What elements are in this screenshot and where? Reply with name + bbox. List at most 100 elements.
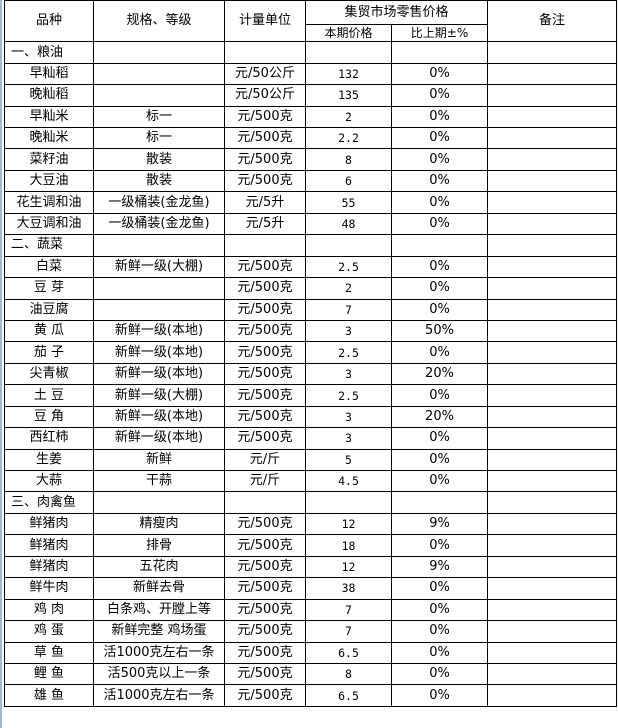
unit-cell[interactable]: 元/500克 — [224, 534, 306, 557]
variety-cell[interactable]: 草 鱼 — [4, 641, 94, 664]
unit-cell[interactable]: 元/500克 — [224, 405, 306, 429]
unit-cell[interactable]: 元/500克 — [224, 384, 306, 407]
section-title[interactable]: 一、粮油 — [4, 41, 94, 64]
spec-cell[interactable]: 一级桶装(金龙鱼) — [93, 191, 225, 214]
remarks-cell[interactable] — [487, 662, 618, 686]
variety-cell[interactable]: 鲤 鱼 — [4, 662, 94, 686]
variety-cell[interactable]: 晚籼米 — [4, 127, 94, 150]
remarks-cell[interactable] — [487, 169, 618, 193]
spec-cell[interactable]: 标一 — [93, 105, 225, 129]
remarks-cell[interactable] — [487, 405, 618, 429]
unit-cell[interactable]: 元/50公斤 — [224, 62, 306, 86]
spec-cell[interactable]: 干蒜 — [93, 470, 225, 493]
variety-cell[interactable]: 鸡 蛋 — [4, 620, 94, 643]
variety-cell[interactable]: 鲜猪肉 — [4, 534, 94, 557]
price-cell[interactable]: 4.5 — [305, 470, 392, 493]
spec-cell[interactable]: 排骨 — [93, 534, 225, 557]
unit-cell[interactable]: 元/500克 — [224, 298, 306, 321]
variety-cell[interactable]: 茄 子 — [4, 341, 94, 364]
variety-cell[interactable]: 鲜猪肉 — [4, 512, 94, 536]
spec-cell[interactable]: 新鲜一级(本地) — [93, 405, 225, 429]
spec-cell[interactable]: 精瘦肉 — [93, 512, 225, 536]
variety-cell[interactable]: 鲜牛肉 — [4, 577, 94, 600]
change-cell[interactable]: 50% — [390, 319, 489, 343]
remarks-cell[interactable] — [487, 41, 618, 64]
change-cell[interactable]: 0% — [390, 577, 489, 600]
variety-cell[interactable]: 菜籽油 — [4, 148, 94, 171]
remarks-cell[interactable] — [487, 512, 618, 536]
remarks-cell[interactable] — [487, 62, 618, 86]
remarks-cell[interactable] — [487, 191, 618, 214]
unit-cell[interactable]: 元/500克 — [224, 684, 306, 707]
spec-cell[interactable]: 新鲜一级(本地) — [93, 341, 225, 364]
spec-cell[interactable]: 散装 — [93, 169, 225, 193]
change-cell[interactable]: 0% — [390, 191, 489, 214]
spec-cell[interactable]: 五花肉 — [93, 555, 225, 579]
unit-cell[interactable] — [224, 41, 306, 64]
price-cell[interactable]: 132 — [305, 62, 392, 86]
unit-cell[interactable]: 元/500克 — [224, 362, 306, 386]
price-cell[interactable]: 6.5 — [305, 684, 392, 707]
price-cell[interactable]: 6.5 — [305, 641, 392, 664]
price-cell[interactable]: 6 — [305, 169, 392, 193]
variety-cell[interactable]: 鸡 肉 — [4, 598, 94, 622]
change-cell[interactable]: 0% — [390, 427, 489, 450]
price-cell[interactable] — [305, 234, 392, 257]
spec-cell[interactable]: 白条鸡、开膛上等 — [93, 598, 225, 622]
spec-cell[interactable]: 散装 — [93, 148, 225, 171]
unit-cell[interactable]: 元/斤 — [224, 470, 306, 493]
change-cell[interactable]: 0% — [390, 470, 489, 493]
variety-cell[interactable]: 大豆调和油 — [4, 212, 94, 236]
unit-cell[interactable]: 元/500克 — [224, 319, 306, 343]
change-cell[interactable] — [390, 491, 489, 514]
change-cell[interactable]: 9% — [390, 512, 489, 536]
remarks-cell[interactable] — [487, 384, 618, 407]
spec-cell[interactable] — [93, 62, 225, 86]
price-cell[interactable]: 3 — [305, 362, 392, 386]
price-cell[interactable]: 8 — [305, 148, 392, 171]
spec-cell[interactable] — [93, 84, 225, 107]
price-cell[interactable]: 3 — [305, 427, 392, 450]
unit-cell[interactable]: 元/500克 — [224, 512, 306, 536]
remarks-cell[interactable] — [487, 427, 618, 450]
spec-cell[interactable]: 活1000克左右一条 — [93, 641, 225, 664]
spec-cell[interactable]: 新鲜一级(本地) — [93, 319, 225, 343]
change-cell[interactable]: 0% — [390, 341, 489, 364]
price-cell[interactable]: 18 — [305, 534, 392, 557]
price-cell[interactable]: 38 — [305, 577, 392, 600]
change-cell[interactable]: 0% — [390, 534, 489, 557]
remarks-cell[interactable] — [487, 105, 618, 129]
price-cell[interactable]: 55 — [305, 191, 392, 214]
price-cell[interactable]: 2 — [305, 277, 392, 300]
variety-cell[interactable]: 白菜 — [4, 255, 94, 279]
price-cell[interactable]: 48 — [305, 212, 392, 236]
unit-cell[interactable]: 元/500克 — [224, 105, 306, 129]
change-cell[interactable]: 0% — [390, 641, 489, 664]
change-cell[interactable]: 0% — [390, 448, 489, 472]
change-cell[interactable]: 9% — [390, 555, 489, 579]
variety-cell[interactable]: 豆 角 — [4, 405, 94, 429]
variety-cell[interactable]: 大豆油 — [4, 169, 94, 193]
change-cell[interactable] — [390, 234, 489, 257]
price-cell[interactable]: 3 — [305, 319, 392, 343]
spec-cell[interactable]: 新鲜完整 鸡场蛋 — [93, 620, 225, 643]
change-cell[interactable]: 0% — [390, 148, 489, 171]
unit-cell[interactable] — [224, 491, 306, 514]
change-cell[interactable]: 0% — [390, 169, 489, 193]
variety-cell[interactable]: 鲜猪肉 — [4, 555, 94, 579]
price-cell[interactable]: 2.5 — [305, 255, 392, 279]
spec-cell[interactable]: 新鲜一级(本地) — [93, 362, 225, 386]
unit-cell[interactable]: 元/500克 — [224, 641, 306, 664]
unit-cell[interactable]: 元/500克 — [224, 598, 306, 622]
remarks-cell[interactable] — [487, 555, 618, 579]
spec-cell[interactable]: 活500克以上一条 — [93, 662, 225, 686]
price-cell[interactable]: 5 — [305, 448, 392, 472]
unit-cell[interactable]: 元/500克 — [224, 662, 306, 686]
unit-cell[interactable]: 元/500克 — [224, 555, 306, 579]
spec-cell[interactable] — [93, 234, 225, 257]
change-cell[interactable]: 0% — [390, 277, 489, 300]
variety-cell[interactable]: 雄 鱼 — [4, 684, 94, 707]
spec-cell[interactable]: 新鲜一级(本地) — [93, 427, 225, 450]
variety-cell[interactable]: 土 豆 — [4, 384, 94, 407]
remarks-cell[interactable] — [487, 362, 618, 386]
